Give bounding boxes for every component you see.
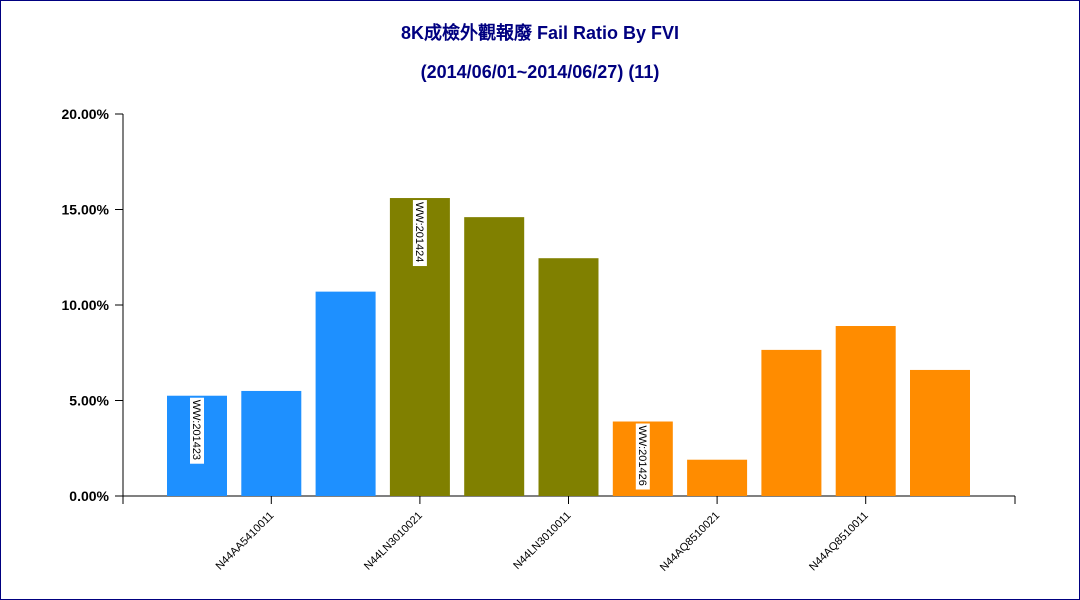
x-tick-label: N44AQ8510011	[807, 510, 871, 574]
bar-label-background	[412, 200, 427, 267]
y-tick-label: 10.00%	[62, 297, 110, 313]
y-tick-label: 5.00%	[69, 393, 109, 409]
bar-label-text: WW:201426	[636, 426, 648, 486]
x-tick-label: N44LN3010021	[362, 510, 425, 573]
bar	[241, 390, 302, 496]
x-tick-label: N44AA5410011	[214, 510, 277, 573]
bar-data-label: WW:201426	[635, 423, 650, 490]
bar-data-label: WW:201424	[412, 200, 427, 267]
bar	[835, 326, 896, 496]
bar	[315, 291, 376, 496]
x-tick-label: N44AQ8510021	[658, 510, 722, 574]
bar	[464, 217, 525, 496]
chart-subtitle: (2014/06/01~2014/06/27) (11)	[420, 62, 660, 82]
bar	[538, 258, 599, 496]
bar-label-background	[635, 423, 650, 490]
chart-title: 8K成檢外觀報廢 Fail Ratio By FVI	[400, 23, 680, 43]
y-tick-label: 15.00%	[62, 202, 110, 218]
bar-data-label: WW:201423	[190, 397, 204, 464]
y-tick-label: 0.00%	[69, 488, 109, 504]
x-tick-label: N44LN3010011	[511, 510, 573, 572]
bar-label-background	[190, 397, 204, 464]
bar-label-text: WW:201424	[413, 202, 425, 262]
bar	[910, 369, 970, 496]
bar-label-text: WW:201423	[190, 400, 202, 460]
y-tick-label: 20.00%	[62, 106, 110, 122]
bar	[761, 349, 822, 496]
bar	[687, 459, 748, 496]
